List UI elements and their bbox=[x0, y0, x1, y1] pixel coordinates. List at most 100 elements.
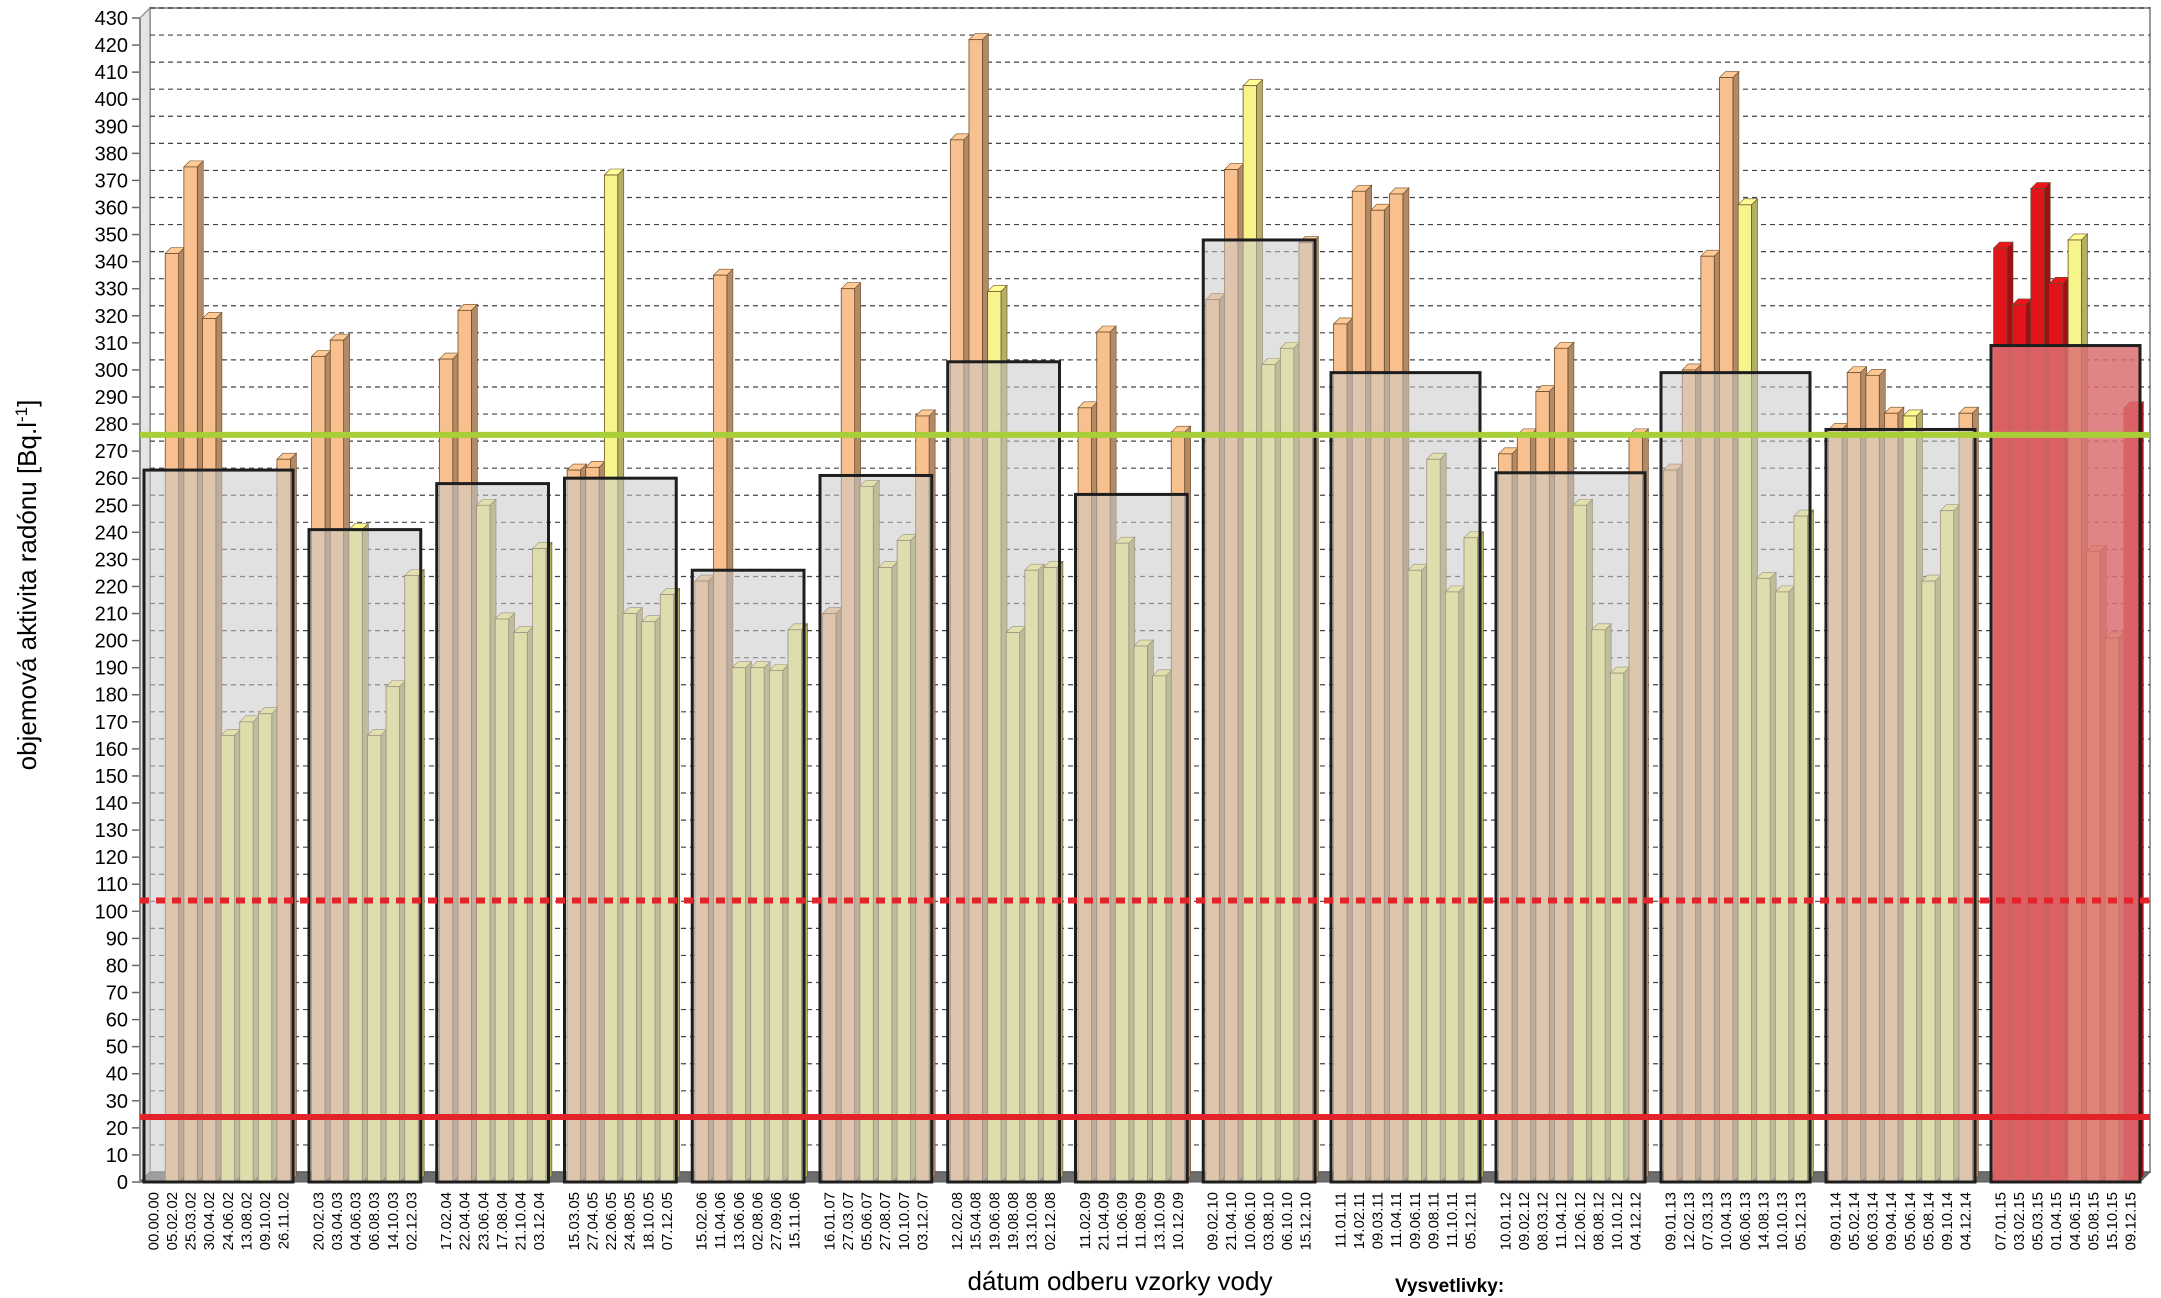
y-tick-label: 310 bbox=[95, 333, 128, 355]
x-tick-label: 24.06.02 bbox=[220, 1192, 237, 1250]
x-tick-label: 05.08.15 bbox=[2085, 1192, 2102, 1250]
x-tick-label: 03.12.07 bbox=[914, 1192, 931, 1250]
x-tick-label: 07.01.15 bbox=[1992, 1192, 2009, 1250]
y-tick-label: 250 bbox=[95, 495, 128, 517]
x-tick-label: 15.10.15 bbox=[2104, 1192, 2121, 1250]
x-tick-label: 03.04.03 bbox=[329, 1192, 346, 1250]
y-tick-label: 290 bbox=[95, 387, 128, 409]
y-tick-label: 410 bbox=[95, 62, 128, 84]
x-tick-label: 09.01.14 bbox=[1827, 1192, 1844, 1250]
x-tick-label: 30.04.02 bbox=[201, 1192, 218, 1250]
legend-title: Vysvetlivky: bbox=[1395, 1276, 1504, 1297]
x-tick-label: 11.04.06 bbox=[712, 1192, 729, 1249]
x-tick-label: 11.01.11 bbox=[1332, 1192, 1349, 1248]
y-tick-label: 140 bbox=[95, 793, 128, 815]
x-tick-label: 14.10.03 bbox=[385, 1192, 402, 1250]
y-tick-label: 260 bbox=[95, 468, 128, 490]
x-tick-label: 09.04.14 bbox=[1883, 1192, 1900, 1250]
x-tick-label: 09.10.14 bbox=[1939, 1192, 1956, 1250]
y-tick-label: 270 bbox=[95, 441, 128, 463]
y-tick-label: 60 bbox=[106, 1010, 128, 1032]
x-tick-label: 21.10.04 bbox=[513, 1192, 530, 1250]
x-tick-label: 19.08.08 bbox=[1005, 1192, 1022, 1250]
x-tick-label: 05.03.15 bbox=[2030, 1192, 2047, 1250]
y-tick-label: 340 bbox=[95, 252, 128, 274]
x-tick-label: 10.06.10 bbox=[1242, 1192, 1259, 1250]
annual-mean-box bbox=[142, 468, 295, 1184]
x-tick-label: 05.12.11 bbox=[1463, 1192, 1480, 1249]
x-tick-label: 15.04.08 bbox=[968, 1192, 985, 1250]
y-tick-label: 10 bbox=[106, 1145, 128, 1167]
x-tick-label: 05.02.02 bbox=[164, 1192, 181, 1250]
y-tick-label: 280 bbox=[95, 414, 128, 436]
x-tick-label: 04.06.15 bbox=[2067, 1192, 2084, 1250]
annual-mean-boxes bbox=[142, 238, 2142, 1184]
x-tick-label: 07.03.13 bbox=[1700, 1192, 1717, 1250]
x-tick-label: 15.11.06 bbox=[787, 1192, 804, 1249]
x-tick-label: 04.06.03 bbox=[348, 1192, 365, 1250]
x-tick-label: 09.02.10 bbox=[1205, 1192, 1222, 1250]
x-tick-label: 14.02.11 bbox=[1351, 1192, 1368, 1249]
x-tick-label: 01.04.15 bbox=[2048, 1192, 2065, 1250]
x-tick-label: 03.12.04 bbox=[531, 1192, 548, 1250]
y-tick-label: 0 bbox=[117, 1172, 128, 1194]
x-tick-label: 02.08.06 bbox=[749, 1192, 766, 1250]
x-tick-label: 02.12.03 bbox=[403, 1192, 420, 1250]
x-tick-label: 04.12.14 bbox=[1958, 1192, 1975, 1250]
annual-mean-box bbox=[1659, 371, 1812, 1184]
x-tick-label: 02.12.08 bbox=[1042, 1192, 1059, 1250]
x-tick-label: 10.10.07 bbox=[896, 1192, 913, 1250]
y-tick-label: 420 bbox=[95, 35, 128, 57]
y-tick-label: 240 bbox=[95, 522, 128, 544]
annual-mean-box bbox=[307, 528, 423, 1184]
y-tick-label: 380 bbox=[95, 143, 128, 165]
y-tick-label: 150 bbox=[95, 766, 128, 788]
annual-mean-box bbox=[690, 568, 806, 1184]
x-tick-label: 12.06.12 bbox=[1572, 1192, 1589, 1250]
y-tick-label: 20 bbox=[106, 1118, 128, 1140]
x-tick-label: 26.11.02 bbox=[276, 1192, 293, 1249]
x-axis-ticks: 00.00.00 05.02.02 25.03.02 30.04.02 24.06.02… bbox=[145, 1192, 2139, 1250]
x-tick-label: 03.08.10 bbox=[1260, 1192, 1277, 1250]
x-tick-label: 27.03.07 bbox=[840, 1192, 857, 1250]
y-tick-label: 160 bbox=[95, 739, 128, 761]
x-tick-label: 17.08.04 bbox=[494, 1192, 511, 1250]
y-axis-ticks: 0 10 20 30 40 50 60 70 80 90 100 110 120 130 140 150 160… bbox=[95, 8, 141, 1194]
reference-lines bbox=[140, 431, 2150, 1121]
annual-mean-box bbox=[946, 360, 1061, 1184]
x-tick-label: 22.04.04 bbox=[457, 1192, 474, 1250]
x-tick-label: 05.12.13 bbox=[1793, 1192, 1810, 1250]
x-tick-label: 13.06.06 bbox=[731, 1192, 748, 1250]
x-tick-label: 11.10.11 bbox=[1444, 1192, 1461, 1248]
x-tick-label: 05.08.14 bbox=[1920, 1192, 1937, 1250]
y-tick-label: 370 bbox=[95, 170, 128, 192]
y-tick-label: 300 bbox=[95, 360, 128, 382]
x-tick-label: 05.02.14 bbox=[1846, 1192, 1863, 1250]
annual-mean-box bbox=[1494, 471, 1647, 1184]
y-tick-label: 360 bbox=[95, 197, 128, 219]
x-tick-label: 11.04.12 bbox=[1553, 1192, 1570, 1249]
x-axis-title: dátum odberu vzorky vody bbox=[968, 1266, 1273, 1296]
x-tick-label: 05.06.07 bbox=[859, 1192, 876, 1250]
annual-mean-box bbox=[435, 482, 550, 1184]
x-tick-label: 16.01.07 bbox=[821, 1192, 838, 1250]
x-tick-label: 10.10.12 bbox=[1609, 1192, 1626, 1250]
x-tick-label: 06.03.14 bbox=[1865, 1192, 1882, 1250]
x-tick-label: 11.02.09 bbox=[1077, 1192, 1094, 1249]
x-tick-label: 03.02.15 bbox=[2011, 1192, 2028, 1250]
y-tick-label: 130 bbox=[95, 820, 128, 842]
x-tick-label: 20.02.03 bbox=[310, 1192, 327, 1250]
x-tick-label: 18.10.05 bbox=[640, 1192, 657, 1250]
x-tick-label: 15.12.10 bbox=[1298, 1192, 1315, 1250]
x-tick-label: 24.08.05 bbox=[622, 1192, 639, 1250]
x-tick-label: 13.08.02 bbox=[238, 1192, 255, 1250]
x-tick-label: 23.06.04 bbox=[475, 1192, 492, 1250]
x-tick-label: 19.06.08 bbox=[986, 1192, 1003, 1250]
y-tick-label: 350 bbox=[95, 225, 128, 247]
y-tick-label: 40 bbox=[106, 1064, 128, 1086]
x-tick-label: 00.00.00 bbox=[145, 1192, 162, 1250]
x-tick-label: 17.02.04 bbox=[438, 1192, 455, 1250]
x-tick-label: 27.04.05 bbox=[584, 1192, 601, 1250]
y-tick-label: 200 bbox=[95, 631, 128, 653]
